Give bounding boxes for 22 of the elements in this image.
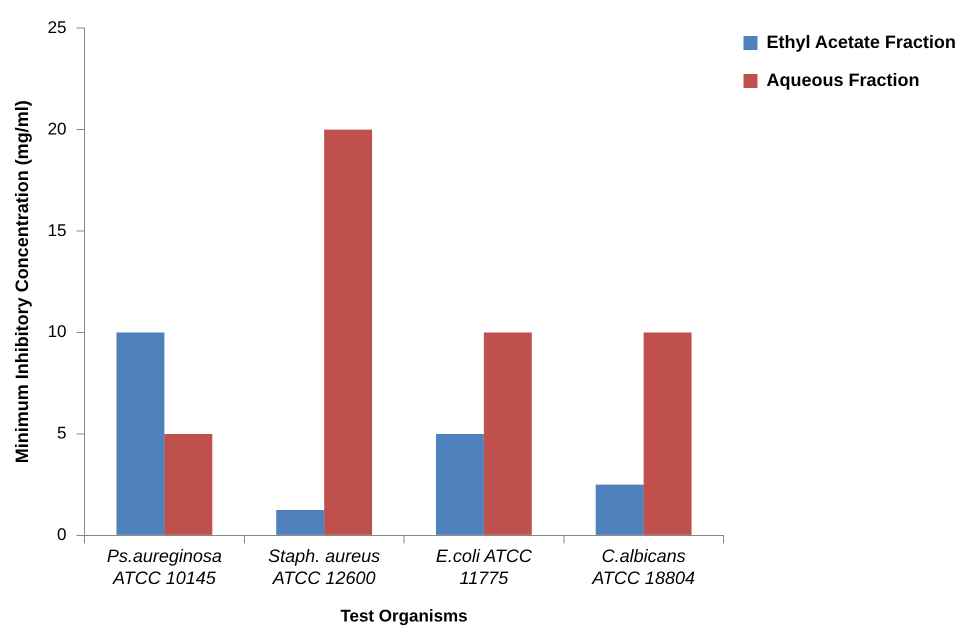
bar [596,484,644,535]
bar [276,510,324,535]
y-tick-label: 15 [48,220,67,240]
y-tick-label: 0 [57,525,67,544]
bar [116,332,164,535]
bar [164,434,212,535]
x-tick-label: C.albicans ATCC 18804 [591,546,695,588]
y-tick-label: 5 [57,424,67,443]
x-tick-label: Ps.aureginosa ATCC 10145 [106,546,222,588]
bar [324,130,372,535]
legend-label: Ethyl Acetate Fraction [766,32,956,52]
y-tick-label: 10 [48,322,67,342]
legend-label: Aqueous Fraction [766,70,920,90]
x-axis-title: Test Organisms [340,606,468,626]
bar [644,332,692,535]
y-tick-label: 20 [48,119,67,138]
y-axis-title: Minimum Inhibitory Concentration (mg/ml) [12,100,32,464]
bar [484,332,532,535]
bar [436,434,484,535]
y-tick-label: 25 [48,18,67,37]
x-tick-label: E.coli ATCC 11775 [436,546,533,588]
x-tick-label: Staph. aureus ATCC 12600 [268,546,380,588]
